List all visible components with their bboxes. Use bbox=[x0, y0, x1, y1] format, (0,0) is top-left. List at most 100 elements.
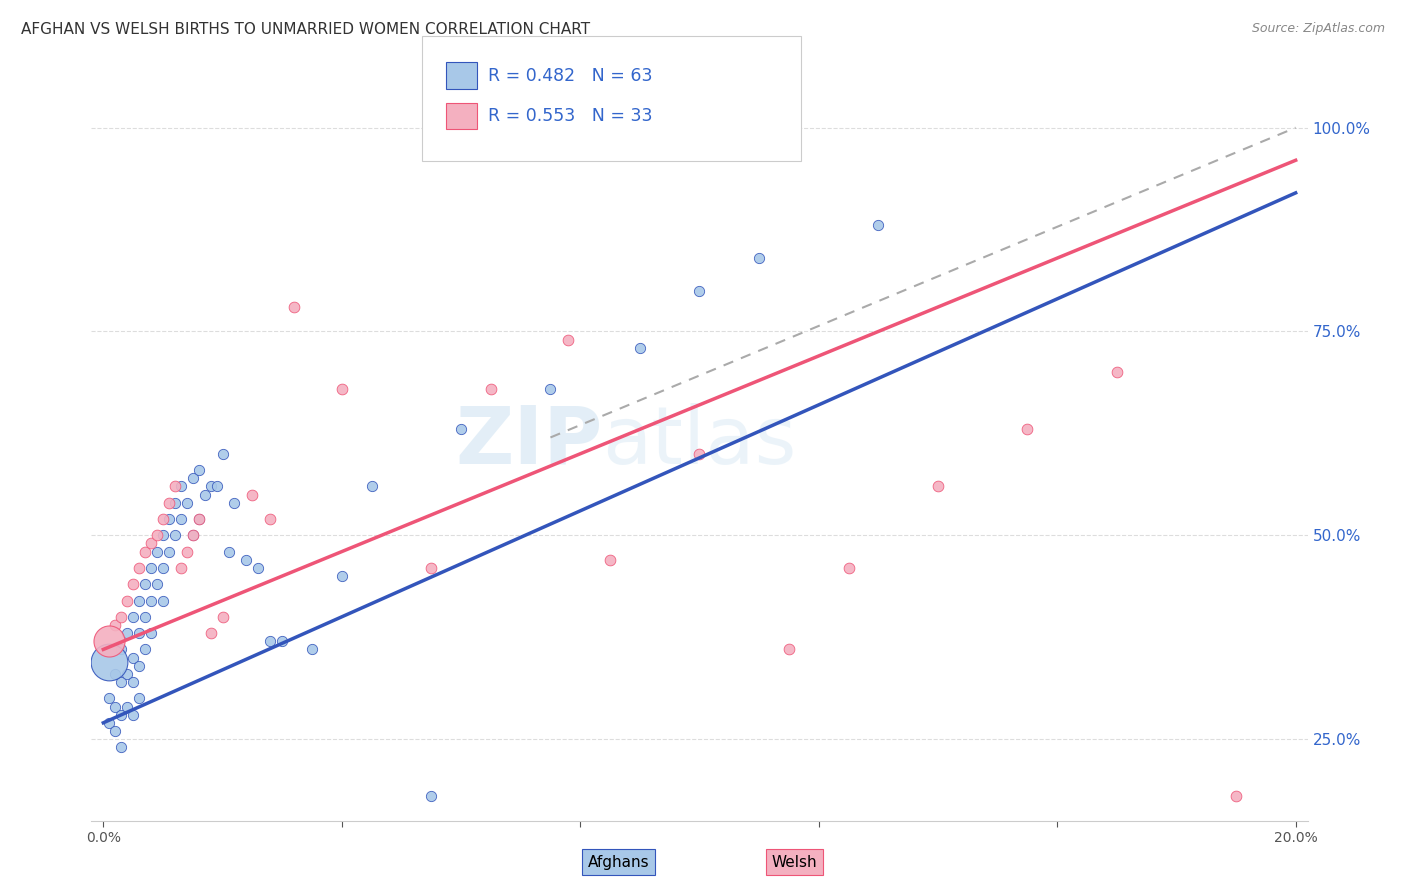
Point bbox=[104, 666, 127, 681]
Point bbox=[868, 219, 890, 233]
Point bbox=[170, 512, 193, 526]
Point bbox=[110, 642, 132, 657]
Text: ZIP: ZIP bbox=[456, 402, 602, 481]
Point bbox=[420, 561, 443, 575]
Point bbox=[187, 512, 209, 526]
Point bbox=[181, 471, 204, 485]
Point bbox=[218, 544, 240, 558]
Point bbox=[688, 447, 710, 461]
Point bbox=[115, 593, 138, 607]
Point bbox=[1105, 365, 1128, 379]
Point bbox=[139, 593, 162, 607]
Point bbox=[139, 626, 162, 640]
Point bbox=[139, 561, 162, 575]
Text: R = 0.553   N = 33: R = 0.553 N = 33 bbox=[488, 107, 652, 125]
Point bbox=[104, 723, 127, 738]
Point bbox=[360, 479, 382, 493]
Point bbox=[330, 569, 353, 583]
Point bbox=[187, 463, 209, 477]
Point bbox=[170, 479, 193, 493]
Point bbox=[224, 496, 246, 510]
Point bbox=[176, 544, 198, 558]
Point bbox=[778, 642, 800, 657]
Point bbox=[200, 626, 222, 640]
Point bbox=[163, 479, 186, 493]
Point bbox=[146, 528, 169, 542]
Point bbox=[128, 626, 150, 640]
Point bbox=[122, 610, 145, 624]
Point bbox=[115, 666, 138, 681]
Point bbox=[271, 634, 294, 648]
Point bbox=[157, 496, 180, 510]
Point bbox=[235, 553, 257, 567]
Point bbox=[450, 422, 472, 436]
Text: Afghans: Afghans bbox=[588, 855, 650, 870]
Point bbox=[104, 699, 127, 714]
Point bbox=[420, 789, 443, 804]
Point bbox=[134, 610, 156, 624]
Point bbox=[157, 544, 180, 558]
Point bbox=[134, 642, 156, 657]
Point bbox=[240, 487, 263, 501]
Point bbox=[927, 479, 949, 493]
Point bbox=[330, 382, 353, 396]
Point bbox=[110, 707, 132, 722]
Point bbox=[211, 610, 233, 624]
Point bbox=[98, 634, 121, 648]
Point bbox=[1017, 422, 1039, 436]
Point bbox=[557, 333, 579, 347]
Point bbox=[134, 577, 156, 591]
Point bbox=[170, 561, 193, 575]
Point bbox=[104, 618, 127, 632]
Point bbox=[181, 528, 204, 542]
Point bbox=[748, 251, 770, 265]
Point bbox=[128, 691, 150, 706]
Point bbox=[152, 593, 174, 607]
Point bbox=[98, 655, 121, 669]
Point bbox=[157, 512, 180, 526]
Point bbox=[838, 561, 860, 575]
Text: Welsh: Welsh bbox=[772, 855, 817, 870]
Point bbox=[122, 650, 145, 665]
Point bbox=[538, 382, 561, 396]
Point bbox=[194, 487, 217, 501]
Point bbox=[122, 707, 145, 722]
Point bbox=[283, 300, 305, 314]
Point bbox=[301, 642, 323, 657]
Point bbox=[115, 699, 138, 714]
Text: R = 0.482   N = 63: R = 0.482 N = 63 bbox=[488, 67, 652, 85]
Point bbox=[163, 528, 186, 542]
Point bbox=[152, 512, 174, 526]
Point bbox=[110, 610, 132, 624]
Point bbox=[187, 512, 209, 526]
Point bbox=[139, 536, 162, 550]
Point bbox=[122, 675, 145, 690]
Point bbox=[115, 626, 138, 640]
Point bbox=[599, 553, 621, 567]
Point bbox=[146, 577, 169, 591]
Text: Source: ZipAtlas.com: Source: ZipAtlas.com bbox=[1251, 22, 1385, 36]
Point bbox=[122, 577, 145, 591]
Point bbox=[152, 561, 174, 575]
Point bbox=[259, 512, 281, 526]
Point bbox=[247, 561, 270, 575]
Point bbox=[205, 479, 228, 493]
Point bbox=[110, 675, 132, 690]
Point bbox=[146, 544, 169, 558]
Text: atlas: atlas bbox=[602, 402, 797, 481]
Point bbox=[98, 691, 121, 706]
Point bbox=[259, 634, 281, 648]
Point bbox=[1225, 789, 1247, 804]
Point bbox=[200, 479, 222, 493]
Point bbox=[128, 658, 150, 673]
Point bbox=[628, 341, 651, 355]
Text: AFGHAN VS WELSH BIRTHS TO UNMARRIED WOMEN CORRELATION CHART: AFGHAN VS WELSH BIRTHS TO UNMARRIED WOME… bbox=[21, 22, 591, 37]
Point bbox=[688, 284, 710, 298]
Point bbox=[134, 544, 156, 558]
Point bbox=[176, 496, 198, 510]
Point bbox=[128, 593, 150, 607]
Point bbox=[98, 715, 121, 730]
Point bbox=[110, 740, 132, 755]
Point bbox=[152, 528, 174, 542]
Point bbox=[181, 528, 204, 542]
